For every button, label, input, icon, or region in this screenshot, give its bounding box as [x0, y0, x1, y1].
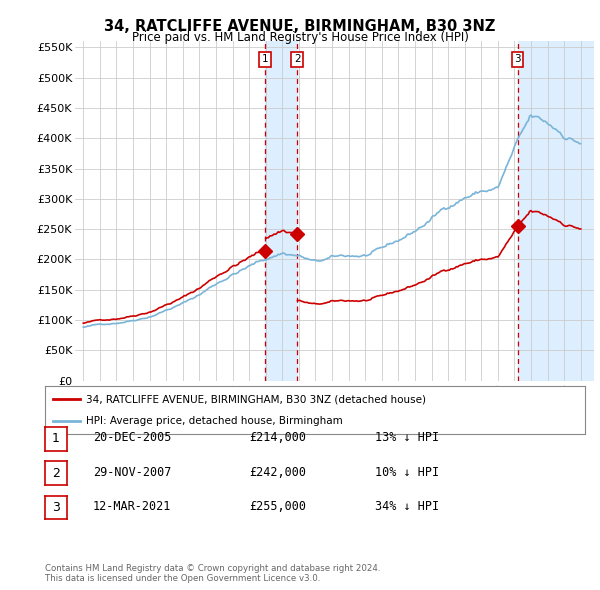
Text: £255,000: £255,000	[249, 500, 306, 513]
Text: £242,000: £242,000	[249, 466, 306, 478]
Text: 34, RATCLIFFE AVENUE, BIRMINGHAM, B30 3NZ: 34, RATCLIFFE AVENUE, BIRMINGHAM, B30 3N…	[104, 19, 496, 34]
Text: 1: 1	[262, 54, 269, 64]
Text: 34% ↓ HPI: 34% ↓ HPI	[375, 500, 439, 513]
Text: £214,000: £214,000	[249, 431, 306, 444]
Bar	[518, 41, 594, 381]
Text: 10% ↓ HPI: 10% ↓ HPI	[375, 466, 439, 478]
Text: Contains HM Land Registry data © Crown copyright and database right 2024.
This d: Contains HM Land Registry data © Crown c…	[45, 563, 380, 583]
Text: 12-MAR-2021: 12-MAR-2021	[93, 500, 172, 513]
Text: 3: 3	[52, 501, 60, 514]
Text: 3: 3	[514, 54, 521, 64]
Text: Price paid vs. HM Land Registry's House Price Index (HPI): Price paid vs. HM Land Registry's House …	[131, 31, 469, 44]
Text: 34, RATCLIFFE AVENUE, BIRMINGHAM, B30 3NZ (detached house): 34, RATCLIFFE AVENUE, BIRMINGHAM, B30 3N…	[86, 394, 425, 404]
Text: 2: 2	[52, 467, 60, 480]
Text: 1: 1	[52, 432, 60, 445]
Bar	[265, 41, 298, 381]
Text: 20-DEC-2005: 20-DEC-2005	[93, 431, 172, 444]
Text: 2: 2	[294, 54, 301, 64]
Text: HPI: Average price, detached house, Birmingham: HPI: Average price, detached house, Birm…	[86, 416, 342, 426]
Text: 29-NOV-2007: 29-NOV-2007	[93, 466, 172, 478]
Text: 13% ↓ HPI: 13% ↓ HPI	[375, 431, 439, 444]
